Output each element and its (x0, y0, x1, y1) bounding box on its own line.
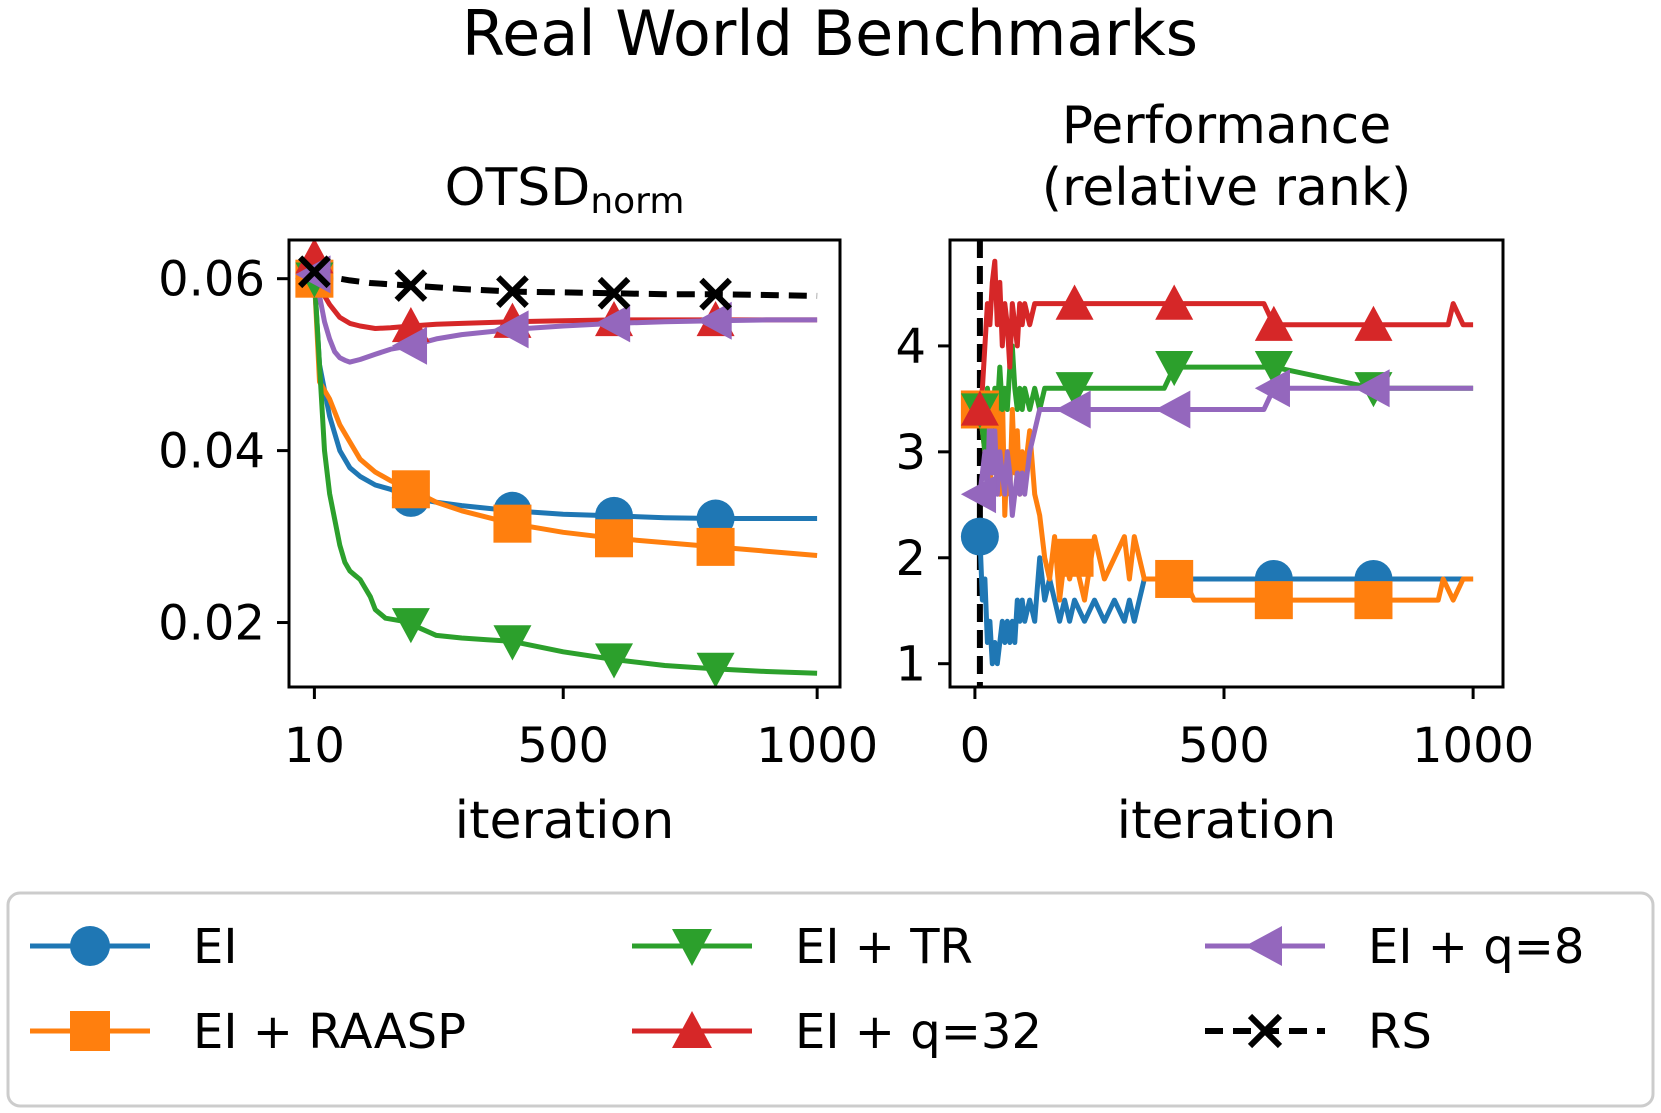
legend-marker (70, 926, 110, 966)
marker-ei-q-8 (493, 310, 529, 349)
x-tick-label: 1000 (756, 718, 878, 774)
x-axis-label: iteration (1117, 791, 1337, 851)
marker-rs (496, 275, 529, 308)
marker-ei-q-32 (1254, 305, 1293, 341)
y-tick-label: 0.04 (158, 424, 265, 480)
marker-ei-q-32 (960, 390, 999, 426)
panel-1-plot-area (295, 240, 818, 687)
legend-marker (70, 1011, 110, 1051)
legend-label: RS (1368, 1004, 1432, 1060)
figure-title: Real World Benchmarks (462, 0, 1198, 70)
marker-ei-q-32 (1155, 284, 1194, 320)
x-axis-label: iteration (455, 791, 675, 851)
legend-label: EI + RAASP (193, 1004, 466, 1060)
legend-entry-rs: RS (1205, 1004, 1432, 1060)
marker-ei-raasp (595, 519, 634, 558)
y-tick-label: 1 (895, 637, 926, 693)
series-line-rs (313, 268, 818, 299)
marker-ei-tr (1155, 350, 1194, 387)
panel-1: OTSDnorm 10 500 1000 0.02 0.04 0.06 iteration (158, 158, 878, 851)
legend-marker (1245, 926, 1282, 966)
series-line-ei-q-8 (974, 385, 1474, 518)
marker-ei-tr (1055, 372, 1094, 408)
panel-2-plot-area (960, 240, 1474, 687)
marker-ei-raasp (493, 504, 532, 543)
y-tick-label: 3 (895, 425, 926, 481)
marker-ei-raasp (696, 527, 735, 566)
legend-entry-ei: EI (30, 919, 237, 975)
marker-ei-q-32 (1055, 284, 1094, 320)
series-line-ei-tr (974, 343, 1474, 455)
panel-2: Performance(relative rank) 0 500 1000 1 2 3 4 it… (895, 96, 1534, 851)
legend-marker (672, 1011, 712, 1048)
panel-2-frame (948, 238, 1505, 689)
panel-1-title: OTSDnorm (445, 158, 685, 222)
legend-label: EI (193, 919, 237, 975)
marker-rs (597, 276, 631, 310)
marker-ei (960, 517, 999, 556)
legend-label: EI + q=8 (1368, 919, 1584, 975)
y-tick-label: 0.06 (158, 252, 265, 308)
y-tick-label: 2 (895, 531, 926, 587)
series-line-ei-q-8 (311, 273, 818, 365)
marker-ei-tr (391, 608, 430, 644)
marker-ei-q-8 (1254, 369, 1290, 408)
x-tick-label: 10 (284, 718, 345, 774)
marker-ei-q-32 (1354, 305, 1393, 341)
series-line-ei-tr (311, 278, 818, 676)
marker-ei-raasp (1254, 581, 1293, 620)
panel-1-frame (287, 238, 842, 689)
panel-2-title-line-2: (relative rank) (1042, 158, 1412, 218)
legend-label: EI + TR (795, 919, 973, 975)
marker-ei-q-8 (1055, 390, 1091, 429)
legend-entry-ei-q-8: EI + q=8 (1205, 919, 1584, 975)
marker-ei-tr (595, 643, 634, 679)
y-tick-label: 4 (895, 319, 926, 375)
marker-ei-tr (1254, 350, 1293, 387)
marker-ei-raasp (1354, 581, 1393, 620)
legend-marker (672, 929, 712, 966)
legend-entry-ei-tr: EI + TR (632, 919, 973, 975)
legend-marker (1247, 1013, 1283, 1049)
marker-ei-q-8 (696, 301, 732, 340)
marker-ei-raasp (391, 470, 430, 509)
x-tick-label: 0 (960, 718, 991, 774)
marker-ei-tr (696, 652, 735, 687)
marker-rs (298, 255, 331, 289)
marker-ei-tr (493, 625, 532, 661)
marker-rs (699, 277, 732, 311)
panel-2-title-line-1: Performance (1062, 96, 1392, 156)
legend-entry-ei-q-32: EI + q=32 (632, 1004, 1042, 1060)
series-line-ei (974, 534, 1474, 667)
marker-ei-q-8 (1155, 390, 1191, 429)
x-tick-label: 500 (517, 718, 609, 774)
marker-rs (394, 269, 428, 302)
marker-ei-q-8 (391, 326, 428, 365)
marker-ei-q-8 (960, 475, 997, 514)
legend-label: EI + q=32 (795, 1004, 1042, 1060)
legend-entry-ei-raasp: EI + RAASP (30, 1004, 466, 1060)
x-tick-label: 1000 (1412, 718, 1534, 774)
series-line-ei-raasp (974, 385, 1474, 603)
y-tick-label: 0.02 (158, 596, 265, 652)
marker-ei-q-8 (1354, 369, 1390, 408)
marker-ei-raasp (1055, 538, 1094, 577)
x-tick-label: 500 (1178, 718, 1270, 774)
marker-ei-raasp (1155, 559, 1194, 598)
panel-1-title-subscript: norm (590, 181, 684, 222)
marker-ei-q-8 (595, 304, 631, 343)
